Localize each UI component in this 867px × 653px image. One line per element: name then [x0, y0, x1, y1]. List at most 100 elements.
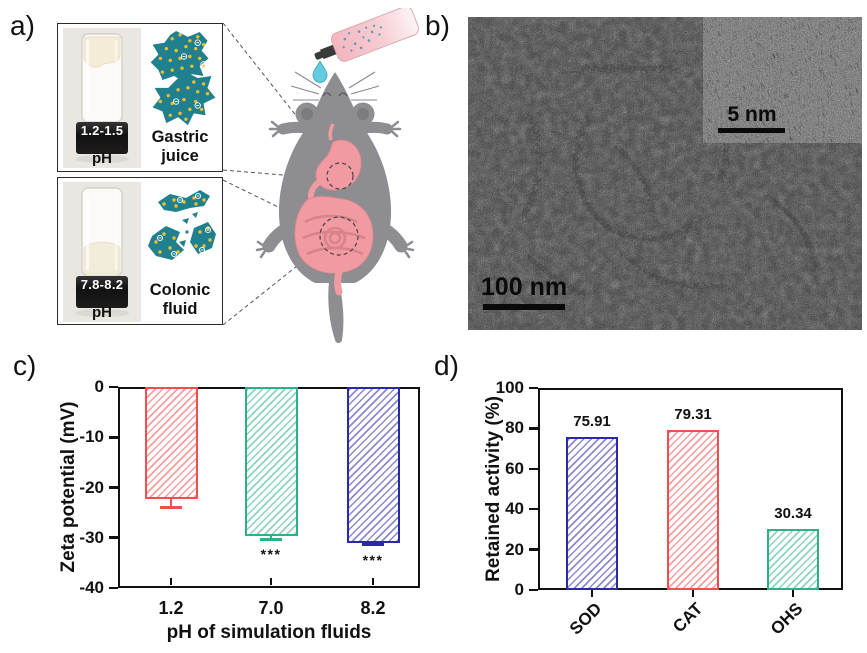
panel-d-label: d): [434, 350, 459, 381]
vial-liquid-bottom-illustration: [75, 187, 129, 317]
gastric-caption-line1: Gastric: [151, 128, 209, 146]
y-tick-mark: [529, 427, 538, 430]
gastric-caption: Gastric juice: [140, 128, 220, 167]
panel-b-label: b): [425, 10, 450, 41]
x-tick-mark: [269, 578, 273, 586]
y-tick-mark: [529, 467, 538, 471]
gastric-vial-photo: 1.2-1.5 pH: [63, 28, 141, 168]
bar: [667, 429, 719, 590]
category-label: 1.2: [158, 598, 184, 618]
bar-value-label: 30.34: [774, 504, 812, 522]
mouse-whiskers: [290, 71, 380, 101]
adsorbed-dots: [154, 196, 212, 254]
y-tick-mark: [109, 486, 118, 489]
bar: [767, 528, 819, 590]
bar-value-label: 79.31: [674, 405, 712, 423]
nanosheets-fragmented-illustration: [148, 190, 216, 260]
magnify-circles: [319, 162, 359, 256]
y-tick-label: 80: [505, 418, 524, 438]
droplet-icon: [312, 60, 328, 83]
glass-highlight: [115, 194, 117, 270]
adsorbed-dots: [158, 33, 210, 121]
zeta-potential-chart: 0 -10 -20 -30 -40 1.2 *** 7.0 *** 8.2 Zeta potenti…: [0, 340, 430, 653]
vial-shadow: [75, 309, 129, 317]
category-label: 8.2: [360, 598, 386, 618]
x-tick-mark: [691, 590, 695, 597]
y-axis-label: Retained activity (%): [483, 396, 504, 582]
category-label: OHS: [766, 599, 807, 639]
retained-activity-chart: 0 20 40 60 80 100 75.91 SOD 79.31 CAT 30.34 OHS Reta…: [430, 340, 867, 653]
category-label: CAT: [669, 599, 707, 637]
mouse-oral-gavage-illustration: [223, 8, 419, 343]
y-tick-label: 100: [495, 378, 524, 397]
negative-charge-icons: [172, 39, 207, 109]
y-tick-mark: [109, 586, 118, 590]
significance-stars: ***: [260, 546, 282, 563]
bottle-suspension-specks: [342, 24, 383, 52]
bar-value-label: 75.91: [573, 412, 611, 430]
y-tick-label: -40: [79, 578, 104, 597]
significance-stars: ***: [362, 551, 384, 568]
y-tick-label: 0: [514, 580, 524, 599]
mouse-paw-digits: [255, 120, 415, 259]
colonic-caption-line1: Colonic: [149, 281, 211, 299]
y-tick-label: -10: [79, 427, 104, 447]
gastric-ph-label: pH: [92, 150, 112, 167]
y-tick-label: 40: [505, 499, 524, 519]
colonic-caption: Colonic fluid: [140, 281, 220, 320]
y-tick-label: 60: [505, 458, 524, 478]
panel-a-label: a): [10, 10, 35, 41]
colonic-vial-photo: 7.8-8.2 pH: [63, 182, 141, 322]
y-tick-mark: [109, 435, 118, 439]
y-tick-mark: [109, 536, 118, 540]
y-tick-mark: [109, 385, 118, 389]
y-tick-mark: [529, 507, 538, 511]
error-bar-cap: [260, 537, 282, 541]
dosing-bottle-icon: [314, 8, 419, 62]
intestine-coils: [302, 214, 366, 256]
liquid-pool: [83, 241, 121, 275]
gastric-caption-line2: juice: [161, 147, 199, 166]
error-bar-cap: [160, 506, 182, 509]
colonic-caption-line2: fluid: [162, 300, 198, 319]
bar: [346, 387, 400, 543]
nanosheet-speckle-chains: [520, 64, 817, 298]
x-tick-mark: [590, 590, 594, 597]
scale-bar-main-label: 100 nm: [481, 273, 567, 301]
x-tick-mark: [791, 590, 795, 597]
intestine-icon: [294, 196, 374, 274]
mouse-tail: [328, 282, 344, 343]
glass-highlight: [86, 40, 89, 116]
y-axis-label: Zeta potential (mV): [58, 401, 79, 573]
scale-bar-inset: [718, 128, 785, 133]
bar: [144, 387, 198, 499]
digestive-organs: [294, 123, 374, 296]
y-tick-label: 0: [94, 377, 104, 396]
x-tick-mark: [169, 578, 173, 586]
error-bar-whisker: [169, 498, 173, 508]
bar: [566, 436, 618, 590]
hrtem-inset: [703, 17, 862, 143]
y-tick-mark: [529, 588, 538, 592]
y-tick-mark: [529, 548, 538, 551]
vial-gel-top-illustration: [75, 33, 129, 163]
y-tick-label: -30: [79, 527, 104, 547]
y-tick-label: -20: [79, 477, 104, 497]
vial-cap: [76, 122, 128, 154]
gastric-ph-range: 1.2-1.5: [80, 123, 124, 138]
nanosheets-intact-illustration: [150, 30, 216, 126]
colonic-sample-box: 7.8-8.2 pH: [57, 177, 223, 325]
scale-bar-inset-label: 5 nm: [727, 103, 776, 126]
vial-shadow: [75, 155, 129, 163]
bar: [244, 387, 298, 537]
vial-cap: [76, 276, 128, 308]
gastric-sample-box: 1.2-1.5 pH: [57, 23, 223, 172]
x-axis-label: pH of simulation fluids: [166, 622, 372, 643]
x-tick-mark: [371, 578, 375, 586]
y-tick-mark: [529, 386, 538, 390]
category-label: SOD: [565, 599, 606, 639]
mouse-limbs: [255, 120, 415, 259]
category-label: 7.0: [258, 598, 284, 618]
y-tick-label: 20: [505, 539, 524, 559]
